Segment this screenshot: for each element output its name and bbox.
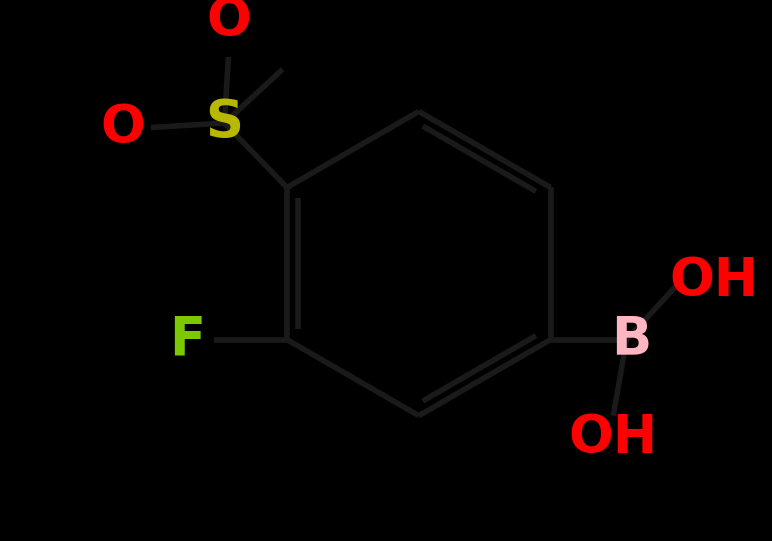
Text: OH: OH: [569, 412, 658, 464]
Text: B: B: [611, 314, 652, 366]
Text: O: O: [100, 102, 145, 154]
Text: F: F: [169, 314, 205, 366]
Text: S: S: [205, 97, 243, 149]
Text: OH: OH: [670, 255, 759, 307]
Text: O: O: [206, 0, 252, 47]
